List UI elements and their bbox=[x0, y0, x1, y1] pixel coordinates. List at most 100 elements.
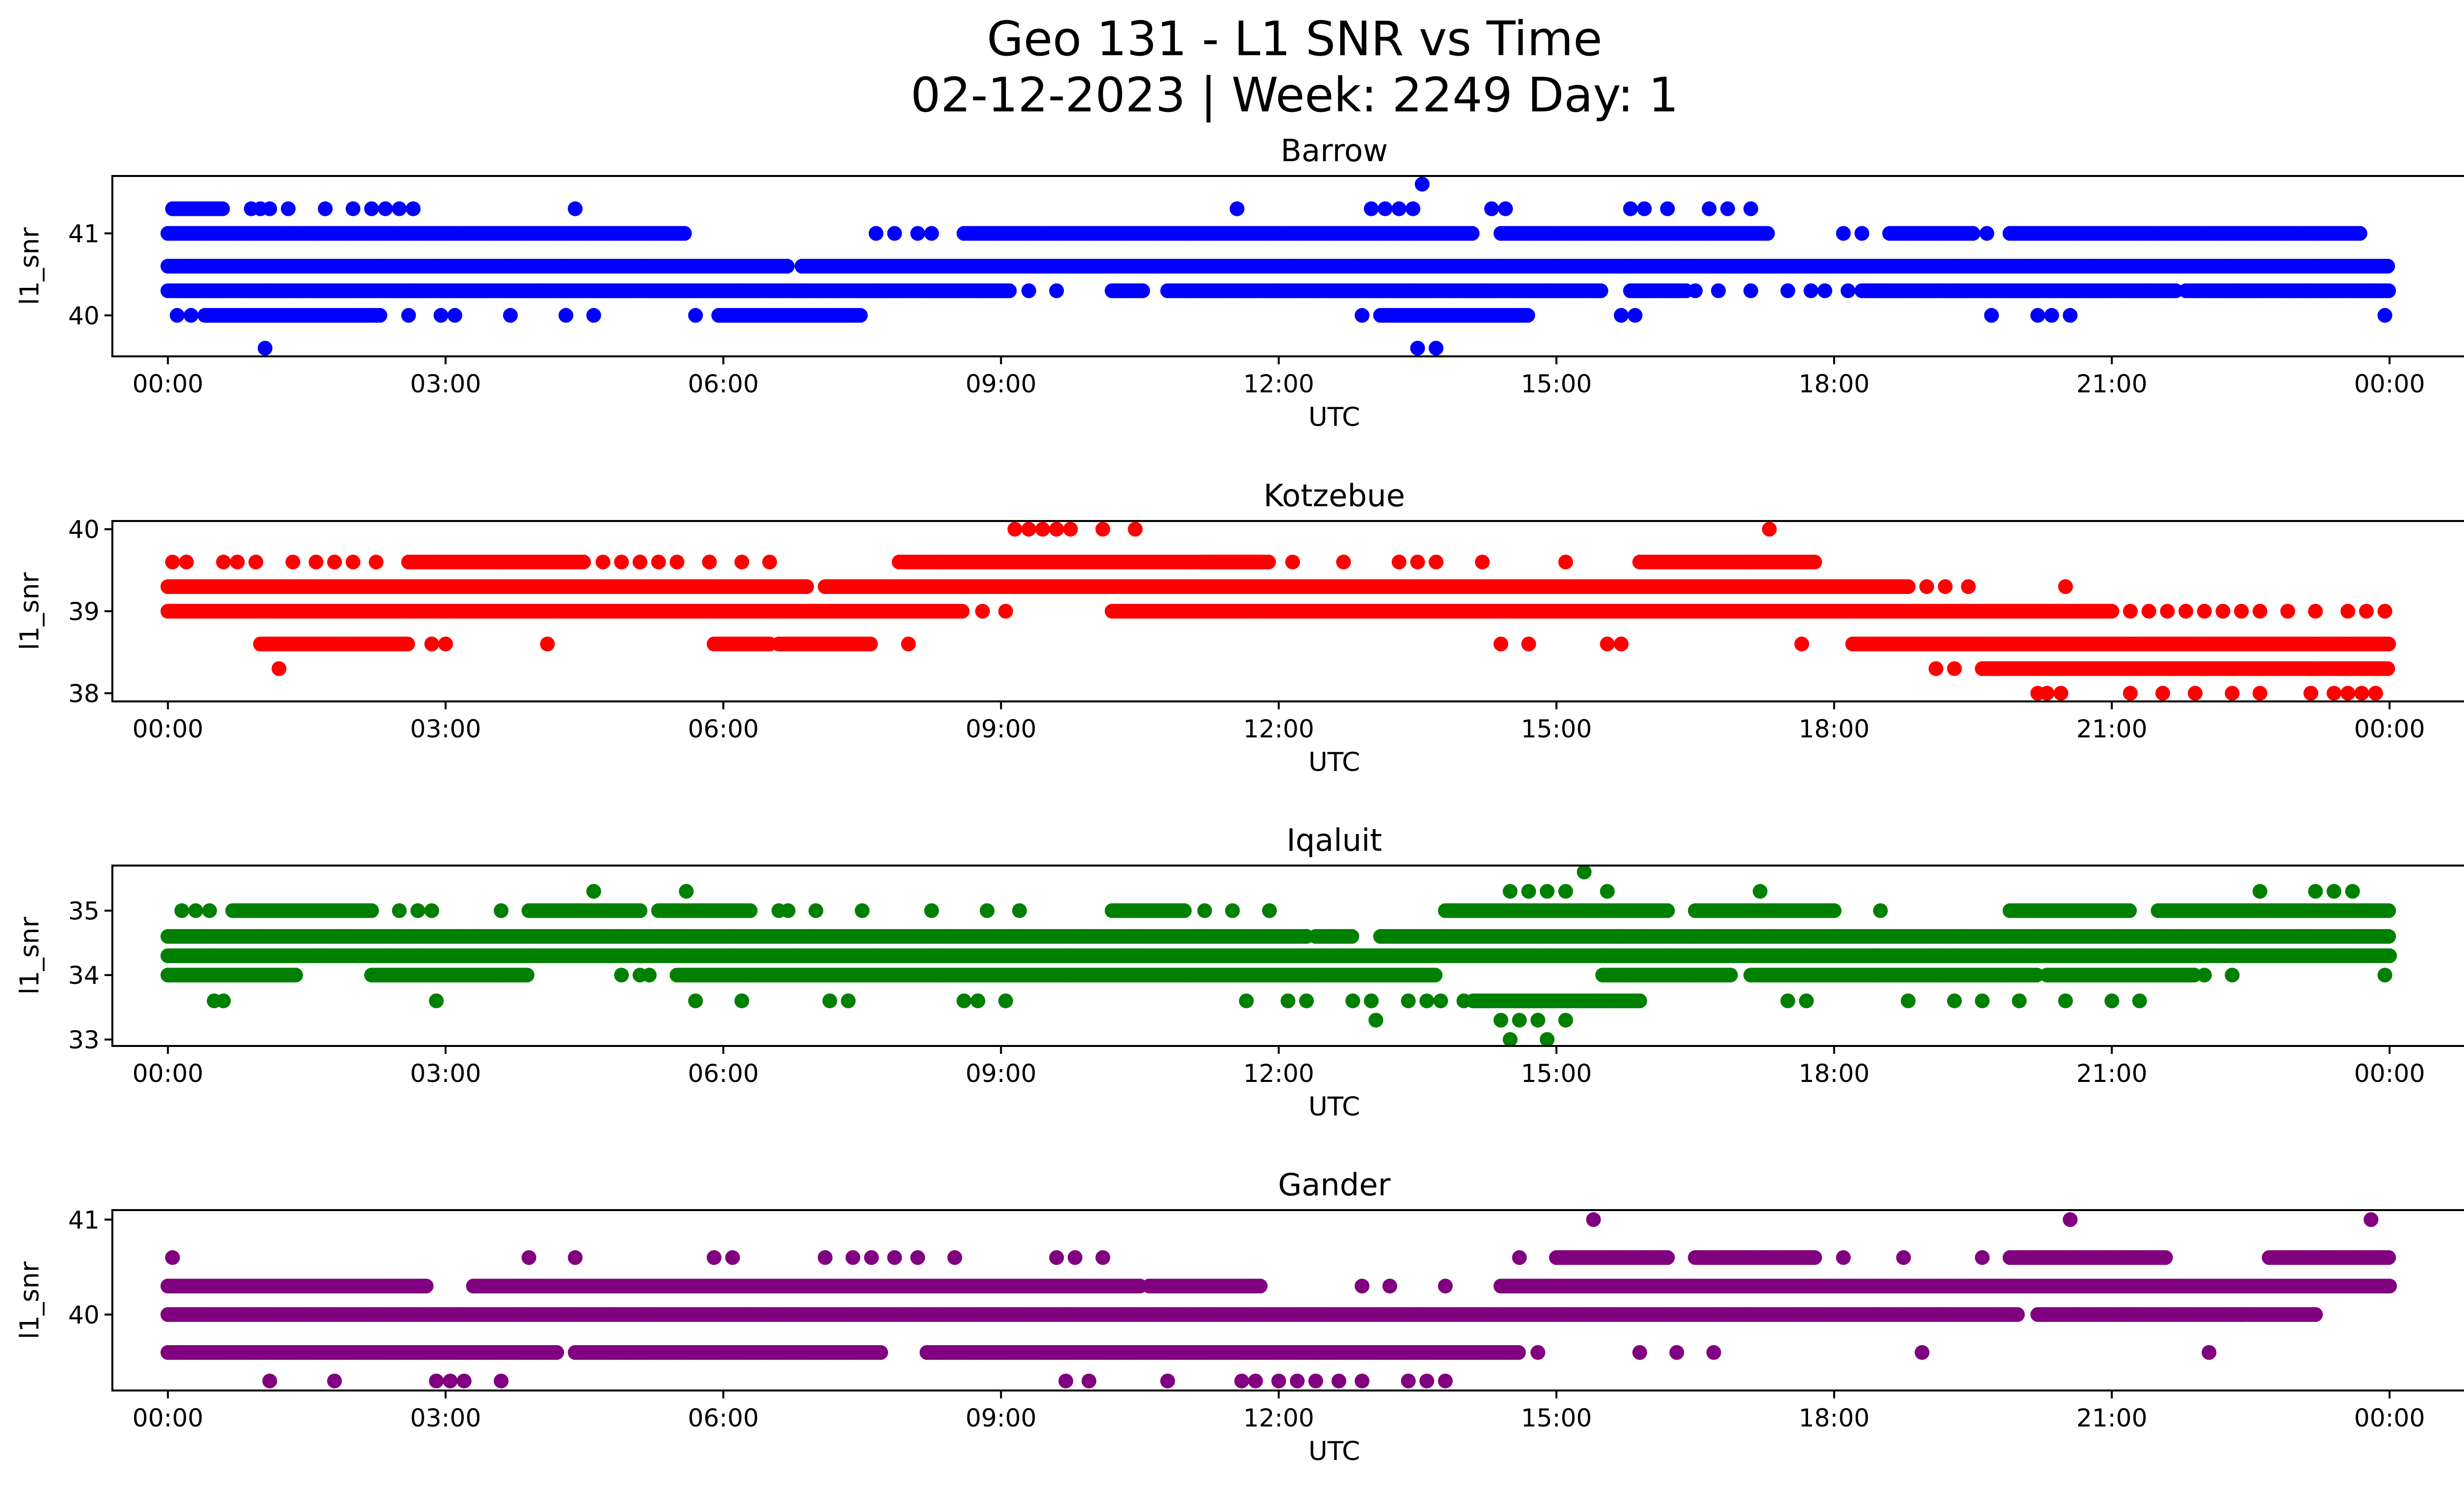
data-point bbox=[780, 259, 795, 274]
data-point bbox=[1364, 201, 1379, 216]
x-tick-label: 00:00 bbox=[2354, 715, 2425, 743]
data-point bbox=[2155, 686, 2170, 701]
data-point bbox=[1410, 555, 1425, 570]
data-point bbox=[2188, 686, 2203, 701]
data-point bbox=[2141, 604, 2156, 619]
x-tick-label: 00:00 bbox=[2354, 370, 2425, 398]
data-point bbox=[1465, 226, 1480, 241]
data-point bbox=[1803, 283, 1818, 298]
data-point bbox=[364, 201, 379, 216]
data-point bbox=[1021, 522, 1036, 537]
data-point bbox=[1410, 341, 1425, 356]
data-point bbox=[1253, 555, 1268, 570]
data-point bbox=[424, 636, 440, 652]
data-point bbox=[2178, 604, 2193, 619]
x-tick-label: 09:00 bbox=[965, 715, 1036, 743]
data-point bbox=[215, 201, 230, 216]
data-point bbox=[651, 555, 666, 570]
data-point bbox=[2160, 604, 2175, 619]
data-point bbox=[2380, 259, 2396, 274]
data-point bbox=[1095, 522, 1110, 537]
data-point bbox=[2252, 604, 2267, 619]
data-point bbox=[1984, 308, 1999, 323]
data-point bbox=[262, 201, 277, 216]
data-point bbox=[2377, 604, 2393, 619]
data-point bbox=[1135, 283, 1150, 298]
data-point bbox=[1807, 555, 1822, 570]
data-point bbox=[955, 604, 970, 619]
data-point bbox=[308, 555, 324, 570]
data-point bbox=[975, 604, 990, 619]
data-point bbox=[280, 201, 296, 216]
data-point bbox=[1743, 201, 1758, 216]
data-point bbox=[863, 636, 878, 652]
x-axis-label: UTC bbox=[1308, 747, 1360, 777]
data-point bbox=[2044, 308, 2059, 323]
scatter-points bbox=[160, 522, 2396, 701]
data-point bbox=[345, 555, 361, 570]
data-point bbox=[2354, 686, 2369, 701]
data-point bbox=[632, 555, 648, 570]
data-point bbox=[595, 555, 611, 570]
data-point bbox=[1688, 283, 1703, 298]
data-point bbox=[1354, 308, 1369, 323]
data-point bbox=[2280, 604, 2295, 619]
data-point bbox=[400, 636, 415, 652]
data-point bbox=[1049, 283, 1064, 298]
data-point bbox=[1660, 201, 1675, 216]
data-point bbox=[1002, 283, 1017, 298]
data-point bbox=[170, 308, 185, 323]
data-point bbox=[1021, 283, 1036, 298]
x-tick-label: 06:00 bbox=[688, 715, 759, 743]
y-tick-label: 40 bbox=[68, 302, 100, 330]
data-point bbox=[998, 604, 1013, 619]
data-point bbox=[910, 226, 925, 241]
data-point bbox=[1780, 283, 1795, 298]
data-point bbox=[1720, 201, 1735, 216]
data-point bbox=[1392, 555, 1406, 570]
data-point bbox=[1344, 929, 1360, 944]
y-tick-label: 38 bbox=[68, 679, 100, 708]
data-point bbox=[1836, 226, 1851, 241]
data-point bbox=[1484, 201, 1499, 216]
data-point bbox=[433, 308, 448, 323]
data-point bbox=[2197, 604, 2212, 619]
data-point bbox=[2377, 308, 2393, 323]
data-point bbox=[1702, 201, 1717, 216]
data-point bbox=[1498, 201, 1513, 216]
scatter-points bbox=[160, 176, 2396, 356]
data-point bbox=[1919, 579, 1934, 594]
data-point bbox=[702, 555, 717, 570]
data-point bbox=[1230, 201, 1245, 216]
data-point bbox=[369, 555, 384, 570]
data-point bbox=[447, 308, 462, 323]
data-point bbox=[677, 226, 692, 241]
x-tick-label: 00:00 bbox=[133, 370, 204, 398]
data-point bbox=[438, 636, 453, 652]
data-point bbox=[230, 555, 245, 570]
data-point bbox=[1593, 283, 1608, 298]
data-point bbox=[2340, 604, 2356, 619]
data-point bbox=[179, 555, 194, 570]
data-point bbox=[1429, 555, 1444, 570]
data-point bbox=[1377, 201, 1393, 216]
y-axis-label: l1_snr bbox=[15, 227, 45, 305]
data-point bbox=[1965, 226, 1981, 241]
data-point bbox=[2368, 686, 2383, 701]
data-point bbox=[1049, 522, 1064, 537]
data-point bbox=[924, 226, 939, 241]
data-point bbox=[2381, 636, 2396, 652]
data-point bbox=[586, 308, 601, 323]
data-point bbox=[1817, 283, 1833, 298]
data-point bbox=[1475, 555, 1490, 570]
data-point bbox=[2352, 226, 2367, 241]
subplot-title: Barrow bbox=[1281, 133, 1388, 169]
data-point bbox=[762, 555, 777, 570]
data-point bbox=[2380, 661, 2396, 676]
data-point bbox=[503, 308, 518, 323]
data-point bbox=[568, 201, 583, 216]
x-tick-label: 12:00 bbox=[1243, 370, 1314, 398]
data-point bbox=[901, 636, 916, 652]
